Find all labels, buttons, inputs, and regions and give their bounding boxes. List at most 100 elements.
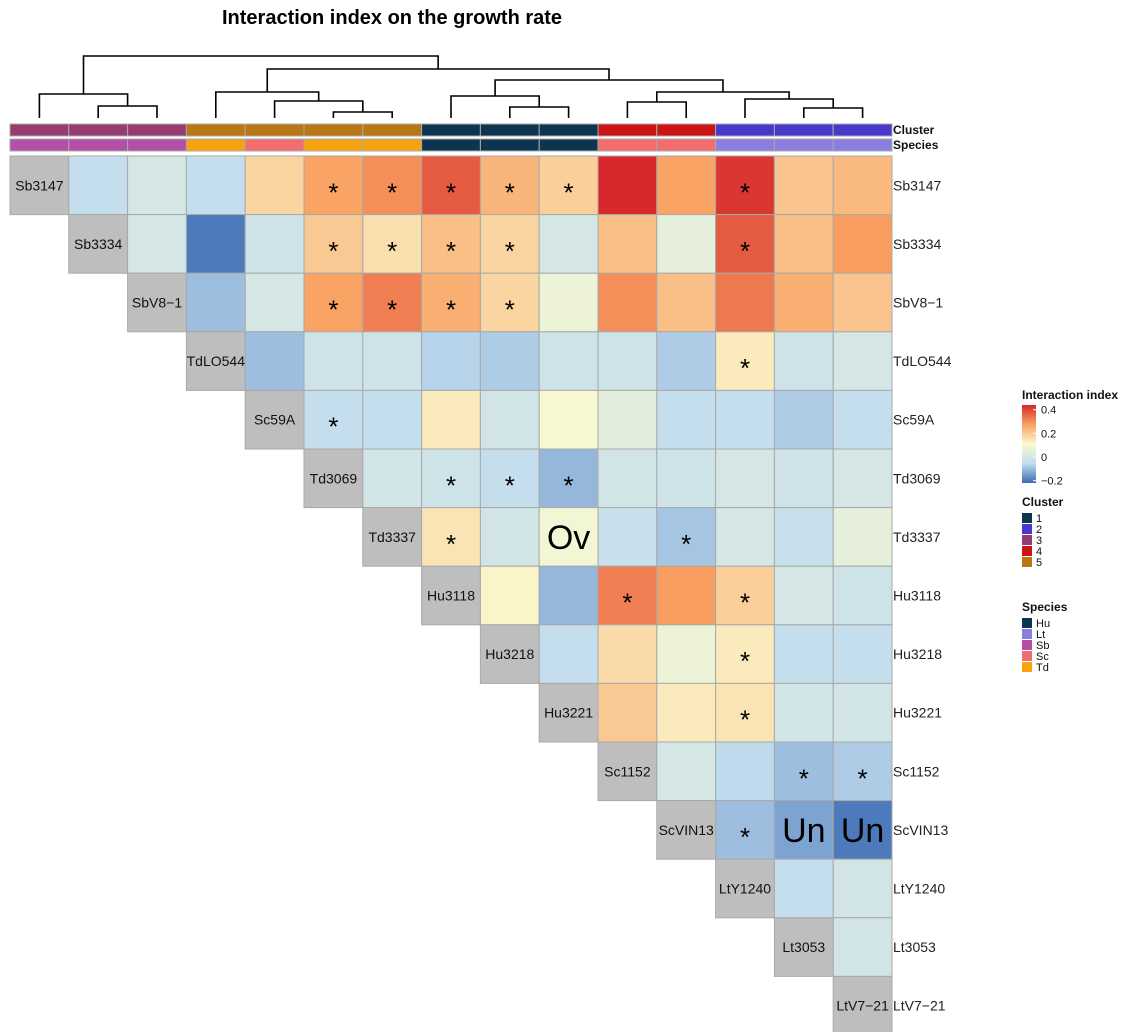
heatmap-cell (715, 741, 775, 802)
heatmap-cell (185, 272, 246, 333)
species-bar-cell (303, 138, 364, 152)
legend-cluster-label: 2 (1036, 524, 1042, 536)
dendrogram-branch (332, 111, 393, 118)
legend-species-label: Td (1036, 662, 1049, 674)
significance-star: * (505, 295, 515, 325)
heatmap-cell (773, 389, 834, 450)
cluster-bar-cell (68, 123, 129, 137)
legend-cluster-swatch (1022, 546, 1032, 556)
cluster-bar-cell (832, 123, 893, 137)
heatmap-cell (421, 507, 481, 567)
significance-star: * (446, 470, 456, 500)
diagonal-label: Td3069 (310, 470, 358, 486)
legend-cluster-swatch (1022, 524, 1032, 534)
chart-title: Interaction index on the growth rate (222, 7, 562, 29)
heatmap-cell (832, 155, 893, 216)
heatmap-cell (68, 155, 129, 216)
cluster-bar-cell (479, 123, 540, 137)
heatmap-cells: * * * * * * * * * * * * * * * * * * * * * Ov * * * * * * * * Un Un (9, 155, 893, 1032)
diagonal-cell (597, 741, 658, 802)
cluster-bar-cell (538, 123, 599, 137)
heatmap-cell (832, 214, 893, 274)
heatmap-cell (832, 741, 893, 802)
significance-star: * (740, 353, 750, 383)
heatmap-cell (244, 331, 305, 391)
significance-star: * (564, 177, 574, 207)
row-label: Sc1152 (893, 763, 940, 779)
legend-cluster-swatch (1022, 557, 1032, 567)
dendrogram-branch (273, 100, 364, 118)
species-bar-cell (68, 138, 129, 152)
diagonal-label: LtV7−21 (836, 998, 889, 1014)
significance-star: * (622, 588, 632, 618)
heatmap-cell (303, 389, 364, 450)
row-label: LtY1240 (893, 881, 945, 897)
heatmap-cell (597, 155, 658, 216)
significance-star: * (505, 236, 515, 266)
species-bar-cell (773, 138, 834, 152)
species-bar-cell (832, 138, 893, 152)
dendrogram-branch (656, 91, 790, 102)
diagonal-cell (185, 331, 246, 391)
significance-star: * (387, 177, 397, 207)
legend-species-label: Sb (1036, 640, 1049, 652)
significance-star: * (328, 295, 338, 325)
heatmap-cell (656, 741, 717, 802)
heatmap-cell (832, 800, 893, 860)
row-label: Td3337 (893, 529, 941, 545)
diagonal-label: Td3337 (368, 529, 416, 545)
diagonal-label: Lt3053 (782, 939, 825, 955)
heatmap-cell (656, 565, 717, 626)
heatmap-cell (479, 331, 540, 391)
heatmap-cell (303, 331, 364, 391)
heatmap-cell (656, 682, 717, 743)
heatmap-cell (773, 331, 834, 391)
diagonal-cell (127, 272, 187, 333)
significance-star: * (505, 177, 515, 207)
species-bar-cell (9, 138, 70, 152)
heatmap-cell (715, 565, 775, 626)
heatmap-cell (773, 565, 834, 626)
diagonal-label: LtY1240 (719, 881, 771, 897)
significance-star: * (858, 763, 868, 793)
row-label: ScVIN13 (893, 822, 948, 838)
legend-tick-label: 0.2 (1041, 428, 1056, 440)
heatmap-cell (773, 800, 834, 860)
heatmap-cell (479, 565, 540, 626)
heatmap-cell (656, 448, 717, 509)
significance-star: * (446, 529, 456, 559)
significance-star: * (446, 236, 456, 266)
row-label: SbV8−1 (893, 295, 943, 311)
species-bar-label: Species (893, 138, 939, 152)
heatmap-cell (538, 155, 599, 216)
significance-star: * (740, 588, 750, 618)
heatmap-cell (773, 682, 834, 743)
heatmap-cell (656, 214, 717, 274)
significance-star: * (328, 236, 338, 266)
heatmap-cell (421, 389, 481, 450)
heatmap-cell (244, 272, 305, 333)
heatmap-cell (832, 858, 893, 919)
cluster-bar-cell (715, 123, 775, 137)
heatmap-cell (832, 272, 893, 333)
cluster-bar-cell (244, 123, 305, 137)
heatmap-cell (832, 448, 893, 509)
heatmap-cell (832, 917, 893, 977)
diagonal-label: Hu3221 (544, 705, 593, 721)
heatmap-cell (538, 624, 599, 684)
legend-colorbar (1022, 405, 1036, 483)
heatmap-cell (773, 448, 834, 509)
heatmap-cell (597, 272, 658, 333)
row-label: Td3069 (893, 470, 941, 486)
heatmap-cell (597, 507, 658, 567)
heatmap-cell (715, 624, 775, 684)
heatmap-cell (656, 389, 717, 450)
heatmap-cell (479, 272, 540, 333)
diagonal-cell (832, 975, 893, 1032)
legend-tick-label: −0.2 (1041, 476, 1063, 488)
significance-star: * (740, 236, 750, 266)
heatmap-cell (773, 272, 834, 333)
species-bar-cell (715, 138, 775, 152)
row-label: Sc59A (893, 412, 935, 428)
